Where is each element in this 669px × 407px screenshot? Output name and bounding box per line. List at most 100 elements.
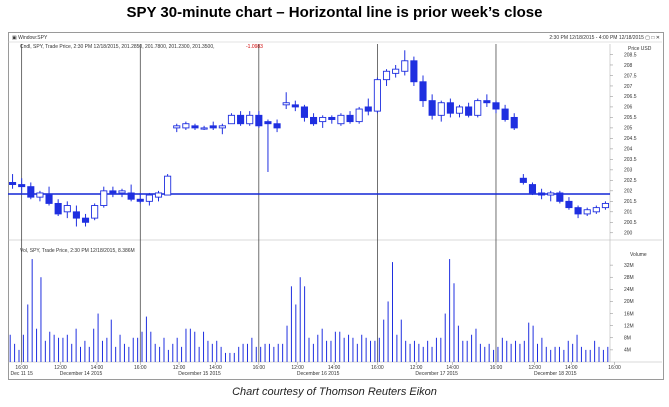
- candle: [382, 69, 391, 86]
- x-axis: 16:00 12:00 14:00 16:00 12:00 14:00 16:00 12:00…: [10, 362, 621, 377]
- price-tick-label: 206: [624, 105, 633, 111]
- candle-body-up: [455, 106, 464, 114]
- candle-body-up: [218, 125, 226, 129]
- candle-body-down: [255, 114, 263, 127]
- candle: [592, 205, 600, 214]
- candle: [237, 111, 245, 126]
- candle-body-up: [154, 192, 163, 198]
- price-tick-label: 200.5: [624, 220, 637, 226]
- candle: [547, 190, 555, 202]
- price-tick-label: 208: [624, 63, 633, 69]
- candle: [501, 104, 509, 122]
- candle-body-down: [310, 116, 318, 125]
- candle-body-down: [346, 114, 354, 123]
- time-tick-label: 16:00: [134, 365, 147, 371]
- candle-body-up: [382, 70, 391, 81]
- time-tick-label: 12:00: [410, 365, 423, 371]
- candle: [528, 182, 537, 196]
- candle-body-down: [428, 100, 436, 116]
- candle: [81, 213, 90, 227]
- price-tick-label: 206.5: [624, 94, 637, 100]
- candle-body-down: [446, 102, 454, 114]
- candle: [355, 106, 363, 124]
- candle: [319, 115, 327, 128]
- candle-body-down: [273, 123, 281, 129]
- time-tick-label: 16:00: [371, 365, 384, 371]
- candle-body-up: [173, 125, 181, 129]
- candle-body-down: [300, 106, 308, 118]
- candle-body-up: [401, 60, 409, 72]
- candle-body-up: [583, 209, 591, 215]
- candle: [209, 121, 217, 131]
- candle-body-down: [291, 104, 299, 108]
- date-label: December 17 2015: [415, 371, 458, 377]
- candle-body-down: [556, 192, 564, 202]
- candle-body-up: [63, 205, 71, 213]
- volume-tick-label: 32M: [624, 263, 634, 269]
- candle: [492, 100, 500, 114]
- time-tick-label: 14:00: [91, 365, 104, 371]
- candle-body-up: [91, 205, 99, 219]
- date-label: December 14 2015: [60, 371, 103, 377]
- price-plot: 200 200.5 201 201.5 202 202.5 203 203.5 204 204.5…: [8, 44, 662, 363]
- candle-body-up: [601, 202, 609, 209]
- candle: [154, 190, 163, 202]
- price-tick-label: 201: [624, 210, 633, 216]
- candle-body-down: [419, 81, 427, 102]
- candle: [200, 125, 208, 131]
- candle: [392, 64, 400, 78]
- candle: [45, 186, 53, 206]
- candle: [446, 98, 454, 118]
- candle-body-down: [191, 125, 199, 129]
- time-tick-label: 12:00: [291, 365, 304, 371]
- candle: [574, 205, 582, 219]
- volume-plot: 32M 28M 24M 20M 16M 12M 8M 4M: [9, 259, 634, 362]
- candle-body-down: [127, 192, 135, 200]
- candle-body-down: [328, 116, 336, 120]
- window-controls[interactable]: 2:30 PM 12/18/2015 - 4:00 PM 12/18/2015 …: [549, 35, 660, 41]
- candle-body-up: [227, 114, 236, 125]
- candle: [182, 121, 190, 131]
- candle-body-down: [81, 217, 90, 223]
- candle-body-down: [528, 184, 537, 194]
- time-tick-label: 12:00: [528, 365, 541, 371]
- candle-body-down: [410, 60, 418, 83]
- candle: [27, 182, 35, 200]
- candle-body-up: [36, 192, 44, 198]
- candle-body-up: [319, 116, 327, 123]
- candle: [300, 104, 308, 122]
- candle: [465, 102, 473, 118]
- time-tick-label: 16:00: [253, 365, 266, 371]
- candle-body-up: [547, 192, 555, 196]
- candle-body-down: [45, 194, 53, 204]
- candle-body-up: [182, 123, 190, 129]
- candle: [583, 207, 591, 217]
- volume-tick-label: 24M: [624, 287, 634, 293]
- candle: [538, 188, 546, 200]
- candle-body-up: [337, 114, 345, 125]
- candle-body-down: [501, 108, 509, 120]
- candle: [218, 123, 226, 135]
- candle: [91, 203, 99, 221]
- candle-body-down: [465, 106, 473, 116]
- candle-body-down: [364, 106, 372, 112]
- price-legend: Cndl, SPY, Trade Price, 2:30 PM 12/18/20…: [20, 44, 215, 50]
- candle: [127, 184, 135, 202]
- candle-body-up: [474, 100, 482, 116]
- time-tick-label: 14:00: [328, 365, 341, 371]
- price-legend-change: -1.0983: [246, 44, 263, 50]
- candle-body-down: [54, 202, 62, 215]
- candle: [419, 75, 427, 107]
- candle: [373, 77, 381, 114]
- candle-body-down: [264, 121, 272, 125]
- price-tick-label: 204: [624, 147, 633, 153]
- candle-body-up: [246, 114, 254, 125]
- candle-body-down: [538, 192, 546, 196]
- candle: [173, 123, 181, 133]
- candle-body-down: [9, 182, 17, 186]
- price-tick-label: 202.5: [624, 178, 637, 184]
- candle: [346, 111, 354, 124]
- time-tick-label: 14:00: [446, 365, 459, 371]
- candle-body-up: [373, 79, 381, 112]
- time-tick-label: 16:00: [608, 365, 621, 371]
